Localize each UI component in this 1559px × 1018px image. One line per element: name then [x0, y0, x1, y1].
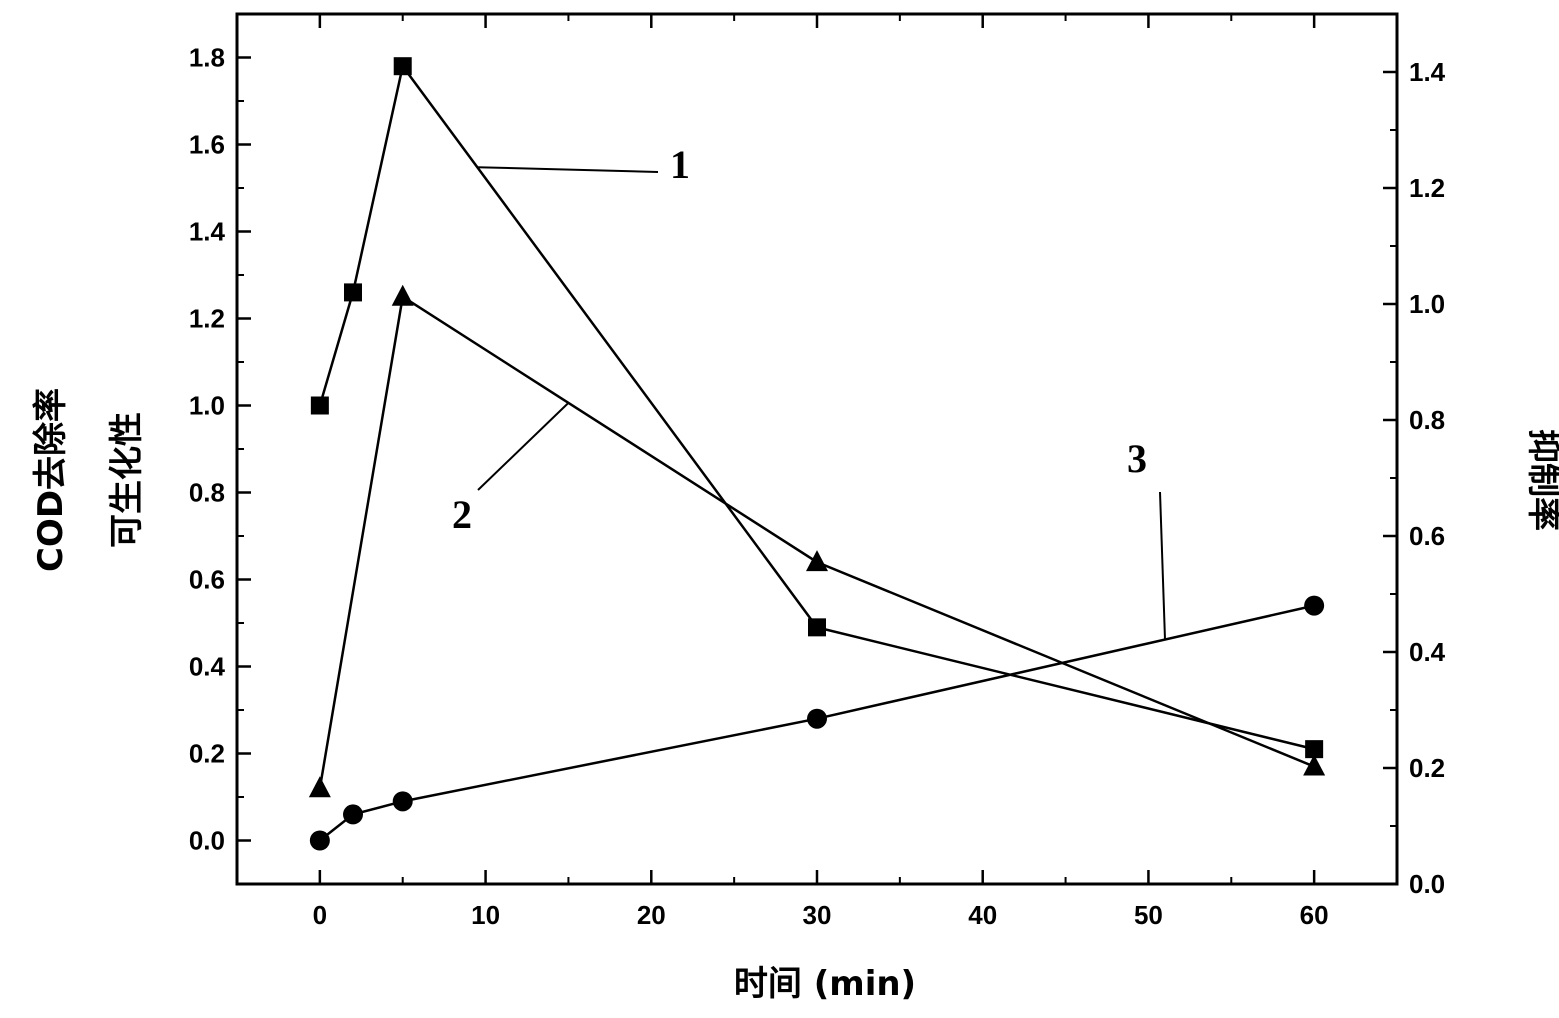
y-left-tick-label: 0.6	[189, 565, 225, 595]
callout-3-label: 3	[1127, 436, 1147, 481]
callout-1-label: 1	[670, 142, 690, 187]
y-left-tick-label: 0.4	[189, 652, 226, 682]
series-2-point	[806, 550, 828, 572]
series-3-point	[1304, 595, 1325, 616]
y-left-tick-label: 0.0	[189, 826, 225, 856]
plot-frame	[235, 12, 1399, 886]
callout-2-label: 2	[452, 492, 472, 537]
y-right-tick-label: 0.0	[1409, 869, 1445, 899]
series-1-point	[808, 618, 826, 637]
series-2-point	[391, 284, 414, 306]
x-tick-label: 10	[471, 900, 500, 930]
y-right-tick-label: 1.2	[1409, 173, 1445, 203]
series-2-point	[1303, 754, 1326, 776]
x-tick-label: 50	[1134, 900, 1163, 930]
x-axis-title: 时间 (min)	[734, 964, 916, 1004]
y-left-tick-label: 0.2	[189, 739, 225, 769]
callout-3-leader	[1159, 491, 1166, 640]
y-left-tick-label: 1.0	[189, 391, 225, 421]
y-right-tick-label: 0.4	[1409, 637, 1446, 667]
series-3-point	[309, 830, 330, 851]
series-3-point	[343, 804, 363, 825]
y-axis-right: 0.0 0.2 0.4 0.6 0.8 1.0 1.2 1.4	[1383, 13, 1446, 899]
x-tick-label: 0	[313, 900, 327, 930]
series-1-line	[318, 63, 1315, 751]
y-right-tick-label: 1.4	[1409, 57, 1446, 87]
series-2-point	[308, 776, 331, 798]
y-right-tick-label: 0.6	[1409, 521, 1445, 551]
series-3-point	[807, 708, 827, 729]
callout-1-leader	[477, 166, 659, 173]
y-axis-left-title-line1: COD去除率	[31, 388, 71, 572]
x-axis: 0 10 20 30 40 50 60	[313, 14, 1329, 930]
y-right-tick-label: 0.8	[1409, 405, 1445, 435]
series-1-point	[393, 57, 412, 76]
y-left-tick-label: 1.4	[189, 217, 226, 247]
y-axis-left-title-line2: 可生化性	[107, 412, 147, 548]
y-left-tick-label: 0.8	[189, 478, 225, 508]
y-axis-right-title: 抑制率	[1523, 429, 1559, 531]
x-tick-label: 40	[968, 900, 997, 930]
x-tick-label: 20	[637, 900, 666, 930]
y-axis-left: 0.0 0.2 0.4 0.6 0.8 1.0 1.2 1.4 1.6 1.8	[189, 43, 251, 856]
y-left-tick-label: 1.6	[189, 130, 225, 160]
y-right-tick-label: 0.2	[1409, 753, 1445, 783]
callout-2-leader	[477, 402, 570, 491]
x-tick-label: 30	[803, 900, 832, 930]
x-tick-label: 60	[1300, 900, 1329, 930]
series-2-line	[318, 294, 1315, 789]
y-left-tick-label: 1.2	[189, 304, 225, 334]
series-3-point	[392, 791, 413, 812]
series-1-point	[1305, 740, 1324, 759]
series-1-point	[310, 396, 329, 415]
y-left-tick-label: 1.8	[189, 43, 225, 73]
series-layer	[308, 57, 1326, 851]
series-1-point	[344, 283, 362, 302]
callout-layer: 1 2 3	[452, 142, 1166, 640]
y-right-tick-label: 1.0	[1409, 289, 1445, 319]
